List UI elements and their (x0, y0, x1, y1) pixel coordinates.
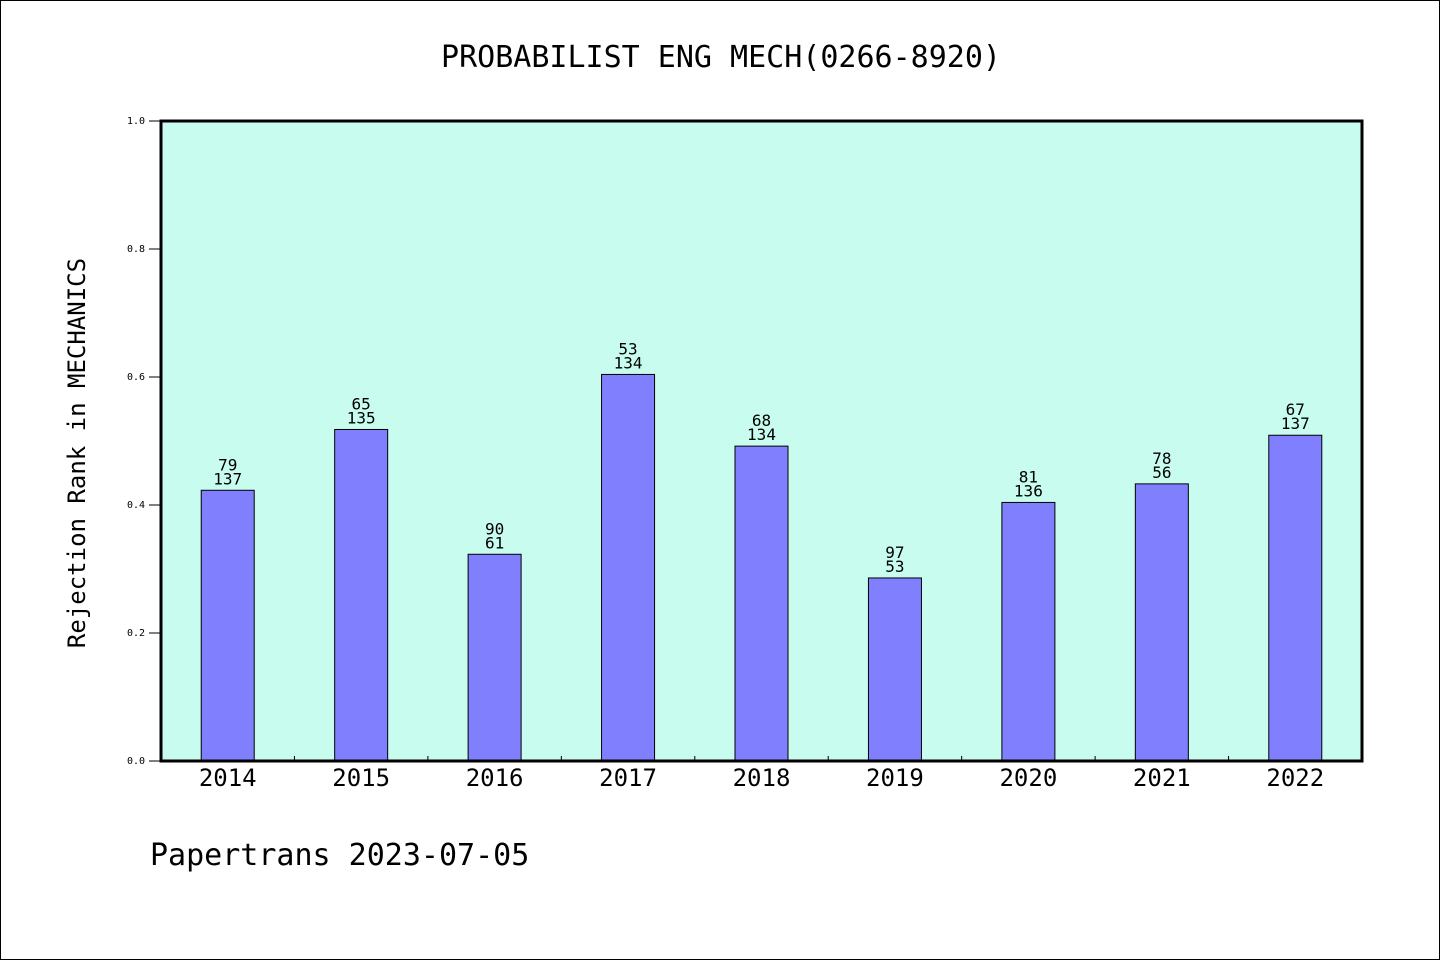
bars-group (200, 373, 1323, 762)
bar-label-bottom-2020: 136 (1014, 481, 1043, 500)
bar-label-top-2018: 68 (752, 411, 771, 430)
y-tick-label-0.6: 0.6 (127, 372, 145, 383)
bar-label-bottom-2019: 53 (885, 557, 904, 576)
bar-2021 (1134, 483, 1189, 762)
y-tick-label-0.0: 0.0 (127, 756, 145, 767)
x-tick-label-2014: 2014 (199, 764, 257, 792)
y-tick-label-0.4: 0.4 (127, 500, 145, 511)
bar-2020 (1001, 501, 1056, 762)
bar-2018 (734, 445, 789, 762)
bar-label-top-2020: 81 (1019, 467, 1038, 486)
x-tick-label-2021: 2021 (1133, 764, 1191, 792)
footer-text: Papertrans 2023-07-05 (150, 838, 529, 873)
x-tick-label-2015: 2015 (332, 764, 390, 792)
x-tick-label-2016: 2016 (466, 764, 524, 792)
bar-label-top-2017: 53 (618, 339, 637, 358)
chart-title: PROBABILIST ENG MECH(0266-8920) (441, 40, 1001, 75)
bar-label-bottom-2014: 137 (213, 469, 242, 488)
x-tick-label-2018: 2018 (733, 764, 791, 792)
bar-label-top-2016: 90 (485, 519, 504, 538)
y-axis-label: Rejection Rank in MECHANICS (63, 258, 91, 648)
bar-label-top-2021: 78 (1152, 449, 1171, 468)
bar-label-top-2019: 97 (885, 543, 904, 562)
bar-label-bottom-2017: 134 (614, 353, 643, 372)
y-axis: 0.0 0.2 0.4 0.6 0.8 1.0 (127, 116, 161, 767)
bar-label-top-2022: 67 (1286, 400, 1305, 419)
y-tick-label-1.0: 1.0 (127, 116, 145, 127)
bar-label-bottom-2022: 137 (1281, 414, 1310, 433)
x-tick-label-2022: 2022 (1266, 764, 1324, 792)
x-tick-label-2019: 2019 (866, 764, 924, 792)
bar-label-top-2015: 65 (352, 394, 371, 413)
bar-2016 (467, 553, 522, 762)
x-tick-label-2017: 2017 (599, 764, 657, 792)
bar-2019 (867, 577, 922, 762)
plot-border (159, 119, 1364, 763)
bar-label-bottom-2015: 135 (347, 408, 376, 427)
x-axis: 2014 2015 2016 2017 2018 2019 2020 2021 2022 (199, 756, 1324, 792)
x-tick-label-2020: 2020 (999, 764, 1057, 792)
bar-2022 (1268, 434, 1323, 762)
bar-label-bottom-2016: 61 (485, 533, 504, 552)
y-tick-label-0.2: 0.2 (127, 628, 145, 639)
bar-2017 (601, 373, 656, 762)
bar-labels-group: 7913765135906153134681349753811367856671… (213, 339, 1309, 576)
bar-2015 (334, 428, 389, 762)
bar-label-bottom-2018: 134 (747, 425, 776, 444)
bar-label-top-2014: 79 (218, 455, 237, 474)
y-tick-label-0.8: 0.8 (127, 244, 145, 255)
bar-2014 (200, 489, 255, 762)
bar-label-bottom-2021: 56 (1152, 463, 1171, 482)
